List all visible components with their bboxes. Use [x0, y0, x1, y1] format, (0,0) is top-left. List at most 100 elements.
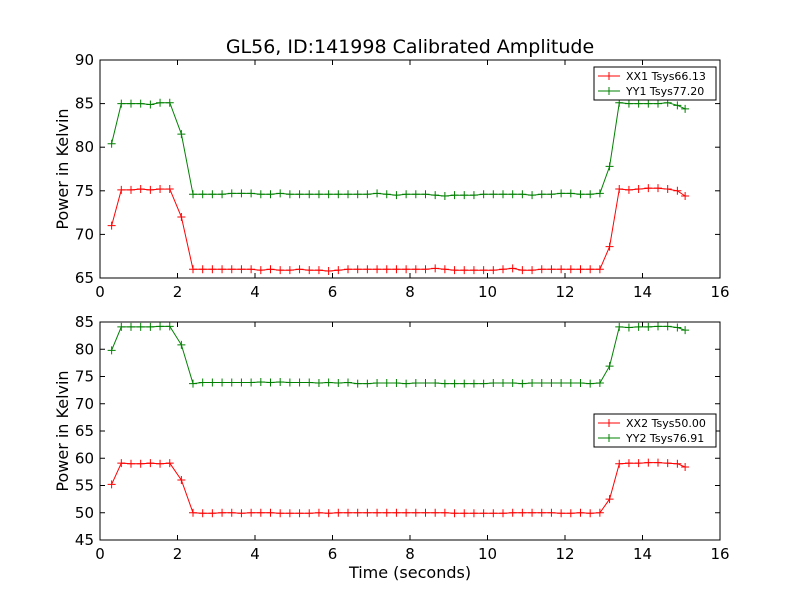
data-point-marker	[305, 190, 314, 199]
data-point-marker	[654, 184, 662, 193]
data-point-marker	[127, 459, 135, 468]
data-point-marker	[673, 459, 682, 468]
data-point-marker	[373, 379, 382, 388]
data-point-marker	[276, 377, 285, 386]
data-point-marker	[489, 509, 498, 518]
data-point-marker	[208, 190, 217, 199]
data-point-marker	[324, 378, 333, 387]
data-point-marker	[382, 508, 391, 517]
data-point-marker	[411, 190, 420, 199]
data-point-marker	[489, 266, 498, 275]
x-tick-label: 10	[478, 545, 497, 563]
data-point-marker	[528, 266, 537, 275]
data-point-marker	[402, 190, 411, 199]
data-point-marker	[218, 190, 227, 199]
legend-marker-swatch	[605, 87, 613, 95]
data-point-marker	[421, 265, 430, 274]
data-point-marker	[295, 190, 304, 199]
data-point-marker	[402, 508, 411, 517]
data-point-marker	[586, 265, 595, 274]
data-point-marker	[227, 378, 236, 387]
data-point-marker	[663, 322, 672, 331]
y-tick-label: 85	[75, 95, 94, 113]
data-point-marker	[489, 379, 498, 388]
y-tick-label: 45	[75, 531, 94, 549]
x-tick-label: 12	[555, 283, 574, 301]
data-point-marker	[431, 191, 440, 200]
data-point-marker	[681, 462, 690, 471]
x-tick-label: 12	[555, 545, 574, 563]
data-point-marker	[411, 508, 420, 517]
data-point-marker	[177, 212, 186, 221]
y-tick-label: 55	[75, 477, 94, 495]
data-point-marker	[344, 378, 352, 387]
bottom-panel: 0 2 4 6 8 10 12 14 16 45 50 55 60 65 70 75 80 85 Power in …	[53, 313, 730, 563]
data-point-marker	[198, 509, 207, 518]
data-point-marker	[518, 190, 527, 199]
data-point-marker	[314, 266, 323, 275]
data-point-marker	[177, 476, 186, 485]
data-point-marker	[237, 509, 246, 518]
data-point-marker	[479, 266, 488, 275]
data-point-marker	[528, 191, 537, 200]
y-axis-label: Power in Kelvin	[53, 370, 72, 491]
x-tick-label: 16	[710, 283, 729, 301]
x-tick-label: 10	[478, 283, 497, 301]
data-point-marker	[136, 99, 145, 108]
data-point-marker	[189, 190, 197, 199]
data-point-marker	[595, 189, 604, 198]
data-point-marker	[469, 266, 478, 275]
data-point-marker	[256, 377, 265, 386]
x-tick-label: 4	[250, 283, 260, 301]
data-point-marker	[198, 265, 207, 274]
data-point-marker	[518, 266, 527, 275]
x-tick-label: 0	[95, 545, 105, 563]
data-point-marker	[266, 378, 275, 387]
data-point-marker	[411, 265, 420, 274]
data-point-marker	[681, 192, 690, 201]
data-point-marker	[247, 189, 256, 198]
data-point-marker	[136, 322, 145, 331]
data-point-marker	[421, 190, 430, 199]
data-point-marker	[508, 190, 517, 199]
top-panel: 0 2 4 6 8 10 12 14 16 65 70 75 80 85 90 Power in Kelvin…	[53, 51, 730, 301]
data-point-marker	[382, 379, 391, 388]
data-point-marker	[127, 322, 135, 331]
x-tick-label: 16	[710, 545, 729, 563]
data-point-marker	[673, 186, 682, 195]
data-point-marker	[508, 379, 517, 388]
data-point-marker	[237, 378, 246, 387]
data-point-marker	[421, 508, 430, 517]
data-point-marker	[528, 379, 537, 388]
data-point-marker	[615, 459, 624, 468]
data-point-marker	[334, 190, 343, 199]
data-point-marker	[431, 508, 440, 517]
data-point-marker	[547, 265, 556, 274]
y-tick-label: 70	[75, 395, 94, 413]
data-point-marker	[411, 379, 420, 388]
data-point-marker	[227, 189, 236, 198]
y-tick-label: 85	[75, 313, 94, 331]
data-point-marker	[177, 130, 186, 139]
data-point-marker	[373, 508, 382, 517]
data-point-marker	[344, 265, 352, 274]
data-point-marker	[117, 459, 126, 468]
data-point-marker	[373, 189, 382, 198]
data-point-marker	[256, 190, 265, 199]
data-point-marker	[117, 185, 126, 194]
data-point-marker	[450, 379, 459, 388]
data-point-marker	[644, 99, 653, 108]
data-point-marker	[440, 192, 449, 201]
data-point-marker	[353, 508, 362, 517]
data-point-marker	[227, 265, 236, 274]
data-point-marker	[450, 191, 459, 200]
data-point-marker	[227, 508, 236, 517]
data-point-marker	[576, 190, 585, 199]
data-point-marker	[557, 189, 566, 198]
data-point-marker	[595, 265, 604, 274]
data-point-marker	[247, 508, 256, 517]
data-point-marker	[218, 378, 227, 387]
x-tick-label: 6	[328, 283, 338, 301]
data-point-marker	[576, 265, 585, 274]
y-tick-label: 80	[75, 138, 94, 156]
